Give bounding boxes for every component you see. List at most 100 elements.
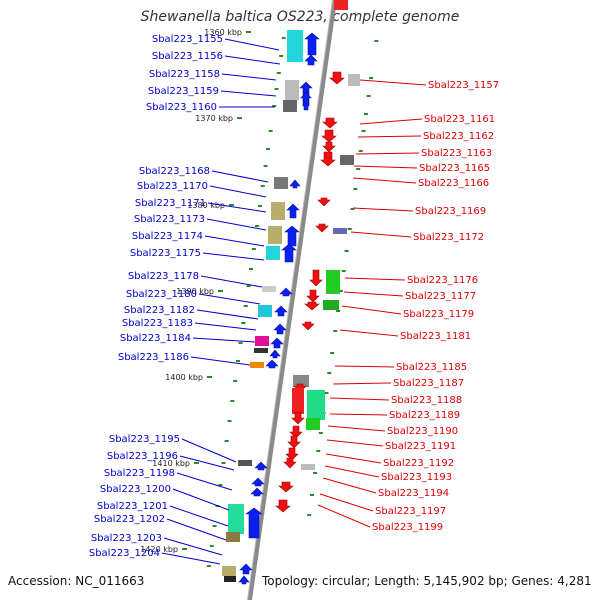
forward-gene-leader (176, 472, 233, 491)
reverse-gene-box (323, 300, 339, 310)
tick-mark (279, 55, 284, 57)
forward-gene-arrow (273, 323, 287, 335)
reverse-gene-leader (326, 439, 384, 447)
forward-gene-leader (207, 202, 267, 213)
reverse-gene-leader (359, 79, 427, 86)
reverse-gene-leader (353, 165, 418, 169)
tick-mark (241, 322, 246, 324)
forward-gene-box (287, 30, 303, 62)
kbp-scale-tick (194, 462, 199, 464)
tick-mark (374, 40, 379, 42)
forward-gene-box (285, 80, 299, 100)
reverse-gene-arrow (287, 435, 301, 449)
tick-mark (238, 342, 243, 344)
tick-mark (221, 462, 226, 464)
forward-gene-arrow (269, 349, 281, 359)
reverse-gene-leader (324, 465, 380, 478)
tick-mark (251, 248, 256, 250)
reverse-gene-box (292, 388, 304, 414)
topology-text: Topology: circular; Length: 5,145,902 bp… (262, 574, 592, 588)
reverse-gene-box (340, 155, 354, 165)
tick-mark (257, 205, 262, 207)
reverse-gene-leader (319, 493, 374, 512)
kbp-scale-label: 1410 kbp (152, 459, 190, 468)
tick-mark (324, 392, 329, 394)
forward-gene-label: Sbal223_1155 (152, 34, 223, 45)
reverse-gene-leader (339, 329, 399, 337)
forward-gene-box (222, 566, 236, 576)
reverse-gene-box (333, 228, 347, 234)
reverse-gene-leader (325, 453, 382, 464)
forward-gene-box (262, 286, 276, 292)
reverse-gene-arrow (315, 223, 329, 233)
forward-gene-label: Sbal223_1180 (126, 289, 197, 300)
tick-mark (310, 494, 315, 496)
reverse-gene-label: Sbal223_1161 (424, 114, 495, 125)
reverse-gene-leader (332, 382, 392, 385)
reverse-gene-label: Sbal223_1181 (400, 331, 471, 342)
tick-mark (341, 270, 346, 272)
forward-gene-label: Sbal223_1175 (130, 248, 201, 259)
tick-mark (307, 514, 312, 516)
genome-title: Shewanella baltica OS223, complete genom… (140, 9, 460, 25)
forward-gene-leader (220, 90, 277, 97)
forward-gene-leader (209, 185, 267, 198)
forward-gene-box (254, 348, 268, 353)
forward-gene-label: Sbal223_1170 (137, 181, 208, 192)
tick-mark (224, 440, 229, 442)
kbp-scale-label: 1420 kbp (140, 545, 178, 554)
forward-gene-arrow (254, 461, 268, 471)
reverse-gene-arrow (278, 481, 294, 493)
tick-mark (276, 72, 281, 74)
reverse-gene-box (348, 74, 360, 86)
reverse-gene-label: Sbal223_1162 (423, 131, 494, 142)
tick-mark (344, 250, 349, 252)
forward-gene-leader (181, 438, 237, 463)
forward-gene-box (274, 177, 288, 189)
forward-gene-label: Sbal223_1156 (152, 51, 223, 62)
reverse-gene-label: Sbal223_1163 (421, 148, 492, 159)
reverse-gene-leader (357, 135, 422, 138)
forward-gene-leader (163, 537, 223, 556)
forward-gene-box (283, 100, 297, 112)
reverse-gene-label: Sbal223_1172 (413, 232, 484, 243)
forward-gene-label: Sbal223_1186 (118, 352, 189, 363)
forward-gene-leader (200, 275, 263, 288)
tick-mark (363, 113, 368, 115)
reverse-gene-leader (329, 397, 390, 401)
tick-mark (272, 105, 277, 107)
tick-mark (255, 225, 260, 227)
reverse-gene-label: Sbal223_1199 (372, 522, 443, 533)
reverse-gene-label: Sbal223_1185 (396, 362, 467, 373)
forward-gene-label: Sbal223_1196 (107, 451, 178, 462)
reverse-gene-label: Sbal223_1157 (428, 80, 499, 91)
tick-mark (268, 130, 273, 132)
reverse-gene-leader (344, 277, 406, 281)
tick-mark (313, 472, 318, 474)
forward-gene-leader (179, 455, 235, 471)
tick-mark (353, 188, 358, 190)
reverse-gene-leader (341, 305, 402, 315)
forward-gene-box (258, 305, 272, 317)
reverse-gene-leader (352, 177, 417, 184)
reverse-gene-arrow (301, 321, 315, 331)
reverse-gene-label: Sbal223_1177 (405, 291, 476, 302)
reverse-gene-label: Sbal223_1187 (393, 378, 464, 389)
tick-mark (206, 565, 211, 567)
tick-mark (235, 360, 240, 362)
tick-mark (333, 330, 338, 332)
reverse-gene-label: Sbal223_1169 (415, 206, 486, 217)
forward-gene-box (271, 202, 285, 220)
reverse-gene-leader (327, 425, 386, 432)
reverse-gene-arrow (309, 269, 323, 287)
forward-gene-leader (202, 252, 265, 261)
kbp-scale-tick (246, 31, 251, 33)
kbp-scale-label: 1380 kbp (187, 201, 225, 210)
forward-gene-arrow (279, 287, 293, 297)
reverse-gene-leader (343, 291, 404, 297)
forward-gene-arrow (251, 477, 265, 487)
tick-mark (266, 148, 271, 150)
forward-gene-label: Sbal223_1182 (124, 305, 195, 316)
